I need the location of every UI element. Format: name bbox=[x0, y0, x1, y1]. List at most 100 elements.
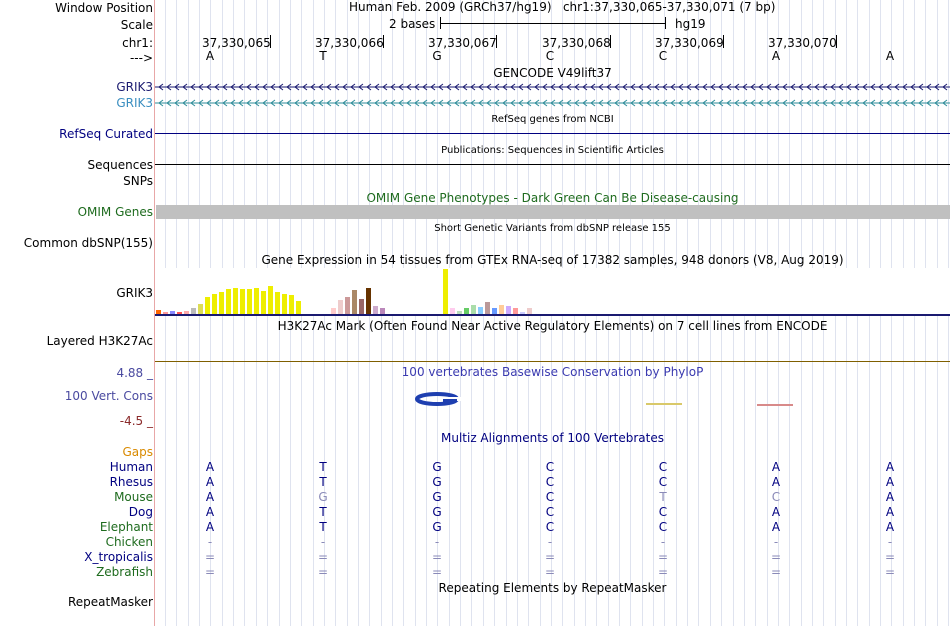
alignment-base: C bbox=[545, 505, 555, 519]
omim-track-title[interactable]: OMIM Gene Phenotypes - Dark Green Can Be… bbox=[366, 191, 739, 205]
gtex-tissue-bar[interactable] bbox=[268, 286, 273, 314]
gtex-tissue-bar[interactable] bbox=[170, 311, 175, 314]
gtex-tissue-bar[interactable] bbox=[156, 310, 161, 314]
cons-logo-g-glyph bbox=[415, 392, 461, 406]
gtex-tissue-bar[interactable] bbox=[240, 289, 245, 314]
gtex-tissue-bar[interactable] bbox=[261, 291, 266, 314]
gtex-tissue-bar[interactable] bbox=[275, 292, 280, 314]
ruler-position: 37,330,068 bbox=[542, 36, 611, 50]
gtex-tissue-bar[interactable] bbox=[226, 289, 231, 314]
alignment-base: A bbox=[885, 520, 895, 534]
dbsnp-track-title[interactable]: Short Genetic Variants from dbSNP releas… bbox=[434, 223, 671, 234]
h3k27-label[interactable]: Layered H3K27Ac bbox=[46, 334, 153, 348]
species-label[interactable]: Zebrafish bbox=[96, 565, 153, 579]
gtex-tissue-bar[interactable] bbox=[373, 306, 378, 314]
gtex-tissue-bar[interactable] bbox=[233, 288, 238, 314]
gtex-tissue-bar[interactable] bbox=[184, 311, 189, 314]
cons-max-label: 4.88 _ bbox=[116, 366, 153, 380]
cons-label[interactable]: 100 Vert. Cons bbox=[64, 389, 153, 403]
grik3-transcript-1[interactable] bbox=[155, 81, 950, 93]
grik3-gene-label-1[interactable]: GRIK3 bbox=[116, 80, 153, 94]
gtex-label[interactable]: GRIK3 bbox=[116, 286, 153, 300]
publications-track-title[interactable]: Publications: Sequences in Scientific Ar… bbox=[441, 145, 664, 156]
gtex-tissue-bar[interactable] bbox=[198, 304, 203, 314]
scale-label: Scale bbox=[120, 18, 153, 32]
gtex-tissue-bar[interactable] bbox=[254, 288, 259, 314]
gtex-tissue-bar[interactable] bbox=[352, 290, 357, 314]
alignment-base: = bbox=[204, 550, 216, 564]
gtex-tissue-bar[interactable] bbox=[247, 289, 252, 314]
gtex-tissue-bar[interactable] bbox=[506, 306, 511, 314]
gtex-tissue-bar[interactable] bbox=[485, 302, 490, 314]
alignment-base: C bbox=[545, 475, 555, 489]
gtex-tissue-bar[interactable] bbox=[520, 312, 525, 314]
gtex-tissue-bar[interactable] bbox=[359, 299, 364, 314]
reference-base: G bbox=[432, 49, 442, 63]
gtex-tissue-bar[interactable] bbox=[527, 308, 532, 314]
repeat-track-title[interactable]: Repeating Elements by RepeatMasker bbox=[438, 581, 667, 595]
gtex-tissue-bar[interactable] bbox=[366, 288, 371, 314]
grik3-transcript-2[interactable] bbox=[155, 97, 950, 109]
species-label[interactable]: X_tropicalis bbox=[84, 550, 153, 564]
alignment-base: G bbox=[432, 505, 442, 519]
alignment-base: - bbox=[887, 535, 893, 549]
alignment-base: A bbox=[885, 505, 895, 519]
alignment-base: A bbox=[205, 475, 215, 489]
gtex-tissue-bar[interactable] bbox=[296, 301, 301, 314]
gtex-tissue-bar[interactable] bbox=[471, 305, 476, 314]
gtex-tissue-bar[interactable] bbox=[331, 308, 336, 314]
gtex-tissue-bar[interactable] bbox=[219, 292, 224, 314]
sequences-label[interactable]: Sequences bbox=[87, 158, 153, 172]
gtex-tissue-bar[interactable] bbox=[450, 308, 455, 314]
alignment-base: T bbox=[659, 490, 667, 504]
refseq-line bbox=[155, 133, 950, 134]
alignment-base: C bbox=[545, 520, 555, 534]
multiz-track-title[interactable]: Multiz Alignments of 100 Vertebrates bbox=[440, 431, 665, 445]
window-position-value: Human Feb. 2009 (GRCh37/hg19) chr1:37,33… bbox=[349, 0, 776, 14]
gtex-tissue-bar[interactable] bbox=[212, 294, 217, 314]
cons-track-title[interactable]: 100 vertebrates Basewise Conservation by… bbox=[401, 365, 704, 379]
sequences-line bbox=[155, 164, 950, 165]
alignment-base: = bbox=[431, 565, 443, 579]
dbsnp-label[interactable]: Common dbSNP(155) bbox=[23, 236, 153, 250]
gtex-tissue-bar[interactable] bbox=[443, 269, 448, 314]
gencode-track-title[interactable]: GENCODE V49lift37 bbox=[493, 66, 612, 80]
gtex-tissue-bar[interactable] bbox=[513, 308, 518, 314]
gtex-tissue-bar[interactable] bbox=[163, 312, 168, 314]
gtex-tissue-bar[interactable] bbox=[380, 308, 385, 314]
gtex-tissue-bar[interactable] bbox=[282, 294, 287, 314]
species-label[interactable]: Elephant bbox=[99, 520, 153, 534]
gtex-tissue-bar[interactable] bbox=[457, 311, 462, 314]
species-label[interactable]: Dog bbox=[128, 505, 153, 519]
species-label[interactable]: Chicken bbox=[105, 535, 153, 549]
alignment-base: A bbox=[885, 490, 895, 504]
gtex-tissue-bar[interactable] bbox=[191, 308, 196, 314]
gtex-tissue-bar[interactable] bbox=[338, 300, 343, 314]
gtex-tissue-bar[interactable] bbox=[499, 305, 504, 314]
species-label[interactable]: Human bbox=[109, 460, 153, 474]
gtex-tissue-bar[interactable] bbox=[345, 297, 350, 314]
gtex-tissue-bar[interactable] bbox=[478, 307, 483, 314]
species-label[interactable]: Mouse bbox=[114, 490, 153, 504]
gtex-tissue-bar[interactable] bbox=[177, 312, 182, 314]
gtex-tissue-bar[interactable] bbox=[464, 308, 469, 314]
omim-label[interactable]: OMIM Genes bbox=[77, 205, 153, 219]
snps-label[interactable]: SNPs bbox=[123, 174, 153, 188]
refseq-label[interactable]: RefSeq Curated bbox=[59, 127, 153, 141]
refseq-track-title[interactable]: RefSeq genes from NCBI bbox=[491, 114, 614, 125]
gtex-tissue-bar[interactable] bbox=[289, 295, 294, 314]
gtex-chart[interactable] bbox=[156, 268, 950, 314]
repeat-label[interactable]: RepeatMasker bbox=[67, 595, 153, 609]
cons-min-label: -4.5 _ bbox=[119, 414, 153, 428]
species-label[interactable]: Rhesus bbox=[109, 475, 153, 489]
gtex-tissue-bar[interactable] bbox=[205, 297, 210, 314]
gaps-label[interactable]: Gaps bbox=[122, 445, 153, 459]
alignment-base: A bbox=[205, 505, 215, 519]
label-divider bbox=[154, 0, 155, 626]
omim-gene-bar[interactable] bbox=[156, 205, 950, 219]
grik3-gene-label-2[interactable]: GRIK3 bbox=[116, 96, 153, 110]
h3k27-track-title[interactable]: H3K27Ac Mark (Often Found Near Active Re… bbox=[277, 319, 828, 333]
gtex-track-title[interactable]: Gene Expression in 54 tissues from GTEx … bbox=[261, 253, 844, 267]
ruler-position: 37,330,067 bbox=[428, 36, 497, 50]
gtex-tissue-bar[interactable] bbox=[492, 308, 497, 314]
